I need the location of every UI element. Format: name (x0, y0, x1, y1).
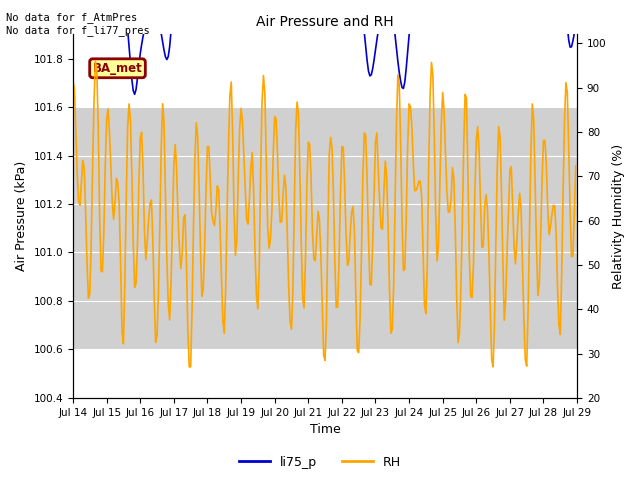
Text: No data for f_AtmPres: No data for f_AtmPres (6, 12, 138, 23)
Y-axis label: Relativity Humidity (%): Relativity Humidity (%) (612, 144, 625, 288)
Bar (73, 107, 577, 349)
Text: BA_met: BA_met (93, 62, 142, 75)
Text: No data for f_li77_pres: No data for f_li77_pres (6, 25, 150, 36)
Y-axis label: Air Pressure (kPa): Air Pressure (kPa) (15, 161, 28, 271)
Legend: li75_p, RH: li75_p, RH (234, 451, 406, 474)
X-axis label: Time: Time (310, 423, 340, 436)
Title: Air Pressure and RH: Air Pressure and RH (256, 15, 394, 29)
